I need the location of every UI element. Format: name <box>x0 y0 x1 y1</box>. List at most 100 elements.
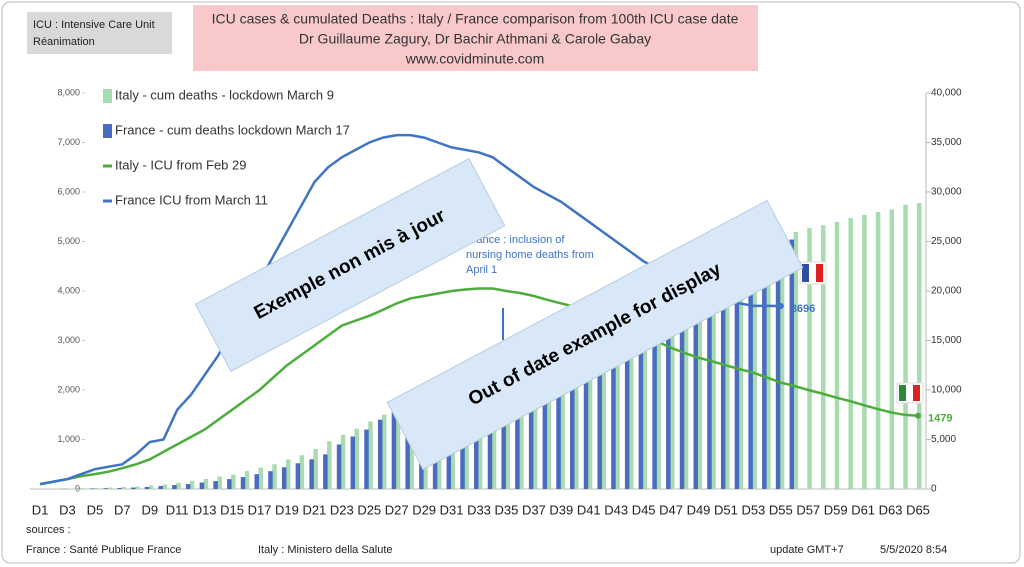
bar <box>162 484 167 489</box>
bar <box>624 292 630 489</box>
bar <box>779 236 785 489</box>
banner-box <box>386 199 804 471</box>
y2-tick-label: 40,000 <box>931 88 962 99</box>
bar <box>615 296 620 489</box>
info-line: Réanimation <box>33 36 95 48</box>
bar <box>820 225 826 489</box>
y-tick-label: 2,000 <box>57 384 80 394</box>
x-tick-label: D45 <box>632 502 656 517</box>
x-tick-label: D53 <box>741 502 765 517</box>
y2-tick-label: 10,000 <box>931 385 962 396</box>
bar <box>693 268 698 489</box>
bar <box>323 454 328 489</box>
x-tick-label: D25 <box>357 502 381 517</box>
info-box <box>27 12 172 54</box>
bar <box>724 254 730 489</box>
flag-it <box>896 382 924 404</box>
bar <box>66 488 71 489</box>
bar <box>574 314 579 489</box>
bar <box>93 487 99 489</box>
bar <box>377 419 383 489</box>
bar <box>560 319 565 489</box>
y2-tick-label: 5,000 <box>931 434 956 445</box>
bar <box>176 482 181 489</box>
x-tick-label: D37 <box>522 502 546 517</box>
bar <box>364 429 369 489</box>
bar <box>391 411 397 489</box>
bar <box>542 322 548 489</box>
x-tick-label: D51 <box>714 502 738 517</box>
y2-tick-label: 15,000 <box>931 335 962 346</box>
y2-tick-label: 30,000 <box>931 187 962 198</box>
footer-text: update GMT+7 <box>770 544 844 556</box>
bar <box>766 240 771 489</box>
bar <box>336 444 342 489</box>
x-tick-label: D15 <box>220 502 244 517</box>
bar <box>381 414 387 489</box>
x-tick-label: D47 <box>659 502 683 517</box>
info-line: ICU : Intensive Care Unit <box>33 19 155 31</box>
y-tick-label: 5,000 <box>57 236 80 246</box>
y2-tick-label: 25,000 <box>931 236 962 247</box>
bar <box>227 479 232 489</box>
bar <box>656 280 661 489</box>
y-tick-label: 3,000 <box>57 335 80 345</box>
bar <box>395 408 401 489</box>
bar <box>285 459 291 489</box>
banner-box <box>194 158 506 372</box>
bar <box>556 317 561 489</box>
y2-tick-label: 20,000 <box>931 286 962 297</box>
bar <box>707 264 712 489</box>
bar <box>240 477 246 489</box>
bar <box>848 218 853 489</box>
y-tick-label: 6,000 <box>57 186 80 196</box>
bar <box>203 478 209 489</box>
x-tick-label: D5 <box>87 502 104 517</box>
bar <box>734 254 740 489</box>
end-label: 3696 <box>791 303 815 315</box>
bar <box>103 488 109 489</box>
title: ICU cases & cumulated Deaths : Italy / F… <box>212 11 739 27</box>
bar <box>405 403 410 489</box>
footer-text: France : Santé Publique France <box>26 544 181 556</box>
line <box>39 287 919 486</box>
bar <box>748 250 753 489</box>
legend-swatch <box>103 124 112 138</box>
annotation: France : inclusion of <box>466 234 565 246</box>
bar <box>875 212 881 489</box>
flag-fr <box>799 261 827 285</box>
y-tick-label: 4,000 <box>57 285 80 295</box>
bar <box>254 474 259 489</box>
bar <box>354 428 360 489</box>
bar <box>889 209 895 489</box>
bar <box>570 311 575 489</box>
bar <box>213 481 218 489</box>
annotation: April 1 <box>466 264 497 276</box>
bar <box>697 263 702 489</box>
y-tick-label: 0 <box>75 483 80 493</box>
x-tick-label: D61 <box>851 502 875 517</box>
bar <box>295 463 301 489</box>
bar <box>268 471 273 489</box>
bar <box>368 421 373 489</box>
bar <box>601 302 606 489</box>
bar <box>652 283 657 489</box>
legend-label: Italy - cum deaths - lockdown March 9 <box>115 87 334 102</box>
x-tick-label: D43 <box>604 502 628 517</box>
bar <box>793 231 799 489</box>
x-tick-label: D41 <box>577 502 601 517</box>
bar <box>131 487 136 489</box>
bar <box>683 269 689 489</box>
x-tick-label: D39 <box>549 502 573 517</box>
x-tick-label: D21 <box>302 502 326 517</box>
end-label: 1479 <box>928 413 952 425</box>
bar <box>775 242 781 489</box>
x-tick-label: D3 <box>59 502 76 517</box>
bar <box>309 459 314 489</box>
x-tick-label: D19 <box>275 502 299 517</box>
x-tick-label: D49 <box>687 502 711 517</box>
y2-tick-label: 0 <box>931 484 937 495</box>
